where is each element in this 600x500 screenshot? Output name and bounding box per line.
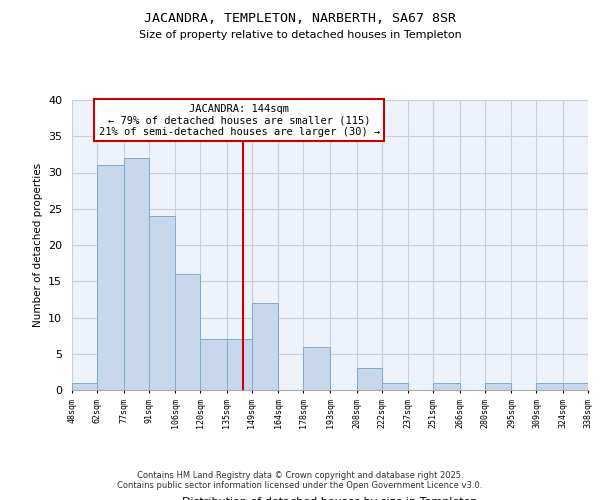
Bar (72, 383, 97, 390)
Bar (382, 383, 408, 390)
Bar (227, 339, 252, 390)
Bar (124, 158, 149, 390)
Bar (433, 383, 460, 390)
Bar (485, 383, 511, 390)
X-axis label: Distribution of detached houses by size in Templeton: Distribution of detached houses by size … (182, 497, 478, 500)
Bar (252, 303, 278, 390)
Text: JACANDRA: 144sqm
← 79% of detached houses are smaller (115)
21% of semi-detached: JACANDRA: 144sqm ← 79% of detached house… (98, 104, 380, 137)
Y-axis label: Number of detached properties: Number of detached properties (32, 163, 43, 327)
Bar (563, 383, 588, 390)
Text: Contains HM Land Registry data © Crown copyright and database right 2025.
Contai: Contains HM Land Registry data © Crown c… (118, 470, 482, 490)
Bar (97, 165, 124, 390)
Bar (304, 346, 330, 390)
Bar (356, 368, 382, 390)
Text: JACANDRA, TEMPLETON, NARBERTH, SA67 8SR: JACANDRA, TEMPLETON, NARBERTH, SA67 8SR (144, 12, 456, 26)
Bar (536, 383, 563, 390)
Text: Size of property relative to detached houses in Templeton: Size of property relative to detached ho… (139, 30, 461, 40)
Bar (149, 216, 175, 390)
Bar (200, 339, 227, 390)
Bar (175, 274, 200, 390)
